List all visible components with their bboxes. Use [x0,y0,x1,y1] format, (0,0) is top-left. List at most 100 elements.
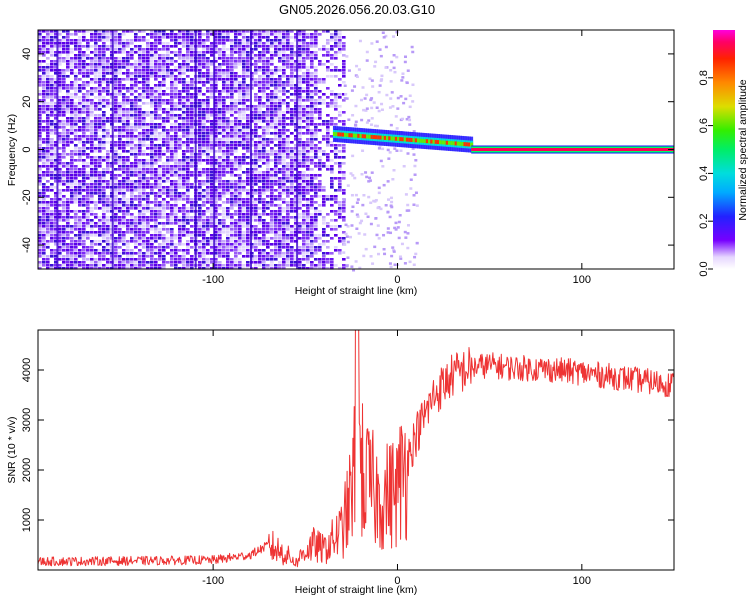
spectrogram-cell [210,123,214,126]
spectrogram-cell [202,246,206,249]
spectrogram-cell [214,72,218,75]
spectrogram-cell [102,78,106,81]
spectrogram-cell [54,219,58,222]
spectrogram-cell [254,183,258,186]
spectrogram-cell [74,255,78,258]
spectrogram-cell [206,156,210,159]
spectrogram-cell [54,249,58,252]
spectrogram-cell [306,231,310,234]
spectrogram-cell [46,234,50,237]
spectrogram-cell [270,42,274,45]
spectrogram-cell [222,150,226,153]
spectrogram-cell [278,240,282,243]
spectrogram-cell [62,231,66,234]
spectrogram-cell [54,105,58,108]
spectrogram-cell [226,228,230,231]
spectrogram-cell [274,105,278,108]
spectrogram-cell [90,201,94,204]
spectrogram-cell [90,243,94,246]
spectrogram-cell [130,192,134,195]
spectrogram-cell [234,81,238,84]
spectrogram-cell [122,114,126,117]
spectrogram-cell [58,96,62,99]
spectrogram-cell [286,54,290,57]
spectrogram-cell [274,177,278,180]
spectrogram-cell [142,57,146,60]
spectrogram-cell [282,153,286,156]
spectrogram-cell [302,195,306,198]
spectrogram-cell [310,204,314,207]
spectrogram-cell [98,147,102,150]
spectrogram-cell [306,234,310,237]
spectrogram-cell [54,213,58,216]
spectrogram-cell [202,78,206,81]
spectrogram-cell [198,234,202,237]
spectrogram-cell [182,39,186,42]
spectrogram-cell [122,210,126,213]
spectrogram-cell [74,168,78,171]
spectrogram-cell [94,96,98,99]
spectrogram-cell [106,183,110,186]
spectrogram-cell [42,156,46,159]
spectrogram-cell [146,102,150,105]
spectrogram-cell [266,105,270,108]
spectrogram-cell [334,147,338,150]
spectrogram-cell [214,252,218,255]
spectrogram-cell [50,138,54,141]
spectrogram-cell [66,168,70,171]
spectrogram-cell [218,132,222,135]
spectrogram-cell [130,222,134,225]
spectrogram-cell [218,150,222,153]
spectrogram-cell [258,96,262,99]
spectrogram-cell [118,57,122,60]
spectrogram-cell [246,120,250,123]
spectrogram-cell [134,198,138,201]
spectrogram-cell [198,69,202,72]
spectrogram-cell [90,198,94,201]
spectrogram-cell [202,81,206,84]
spectrogram-cell [246,228,250,231]
spectrogram-cell [230,207,234,210]
spectrogram-cell [66,123,70,126]
spectrogram-cell [206,78,210,81]
spectrogram-cell [118,201,122,204]
spectrogram-cell [314,84,318,87]
spectrogram-cell [238,117,242,120]
spectrogram-cell [238,30,242,33]
spectrogram-cell [318,243,322,246]
spectrogram-cell [314,123,318,126]
spectrogram-cell [186,147,190,150]
spectrogram-cell [62,57,66,60]
spectrogram-cell [330,180,334,183]
spectrogram-cell [122,237,126,240]
spectrogram-cell [122,162,126,165]
spectrogram-cell [102,204,106,207]
spectrogram-cell [294,117,298,120]
spectrogram-cell [82,159,86,162]
spectrogram-cell [330,195,334,198]
spectrogram-cell [54,252,58,255]
spectrogram-cell [98,240,102,243]
spectrogram-cell [294,87,298,90]
spectrogram-cell [254,174,258,177]
spectrogram-cell [190,150,194,153]
spectrogram-cell [146,144,150,147]
spectrogram-cell [154,93,158,96]
spectrogram-cell [42,60,46,63]
spectrogram-cell [150,243,154,246]
spectrogram-cell [190,138,194,141]
spectrogram-cell [78,30,82,33]
spectrogram-cell [126,150,130,153]
spectrogram-cell [198,156,202,159]
spectrogram-cell [162,255,166,258]
spectrogram-cell [214,219,218,222]
spectrogram-cell [114,111,118,114]
spectrogram-cell [294,195,298,198]
spectrogram-cell [70,252,74,255]
spectrogram-cell [162,66,166,69]
spectrogram-cell [234,165,238,168]
spectrogram-cell [274,156,278,159]
spectrogram-cell [182,177,186,180]
spectrogram-cell [146,243,150,246]
spectrogram-cell [106,249,110,252]
